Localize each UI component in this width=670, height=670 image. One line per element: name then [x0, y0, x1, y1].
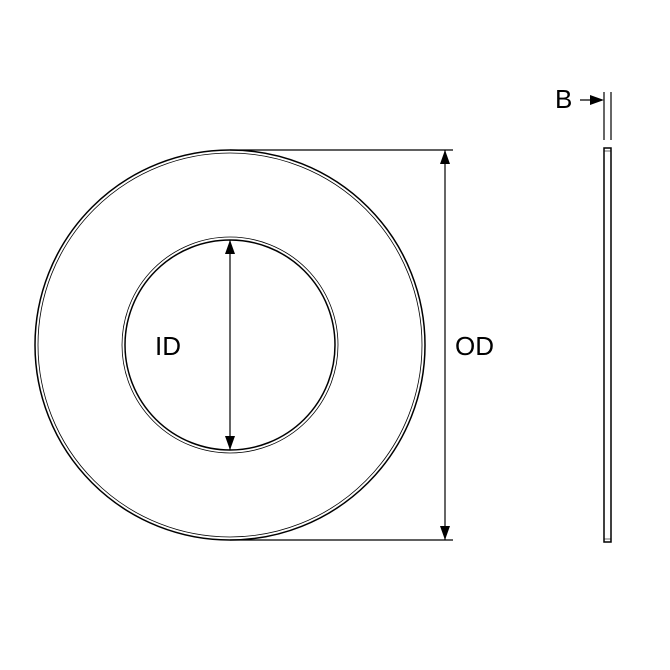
b-label: B: [555, 84, 572, 114]
id-label: ID: [155, 331, 181, 361]
washer-side-view: [604, 148, 611, 542]
od-label: OD: [455, 331, 494, 361]
